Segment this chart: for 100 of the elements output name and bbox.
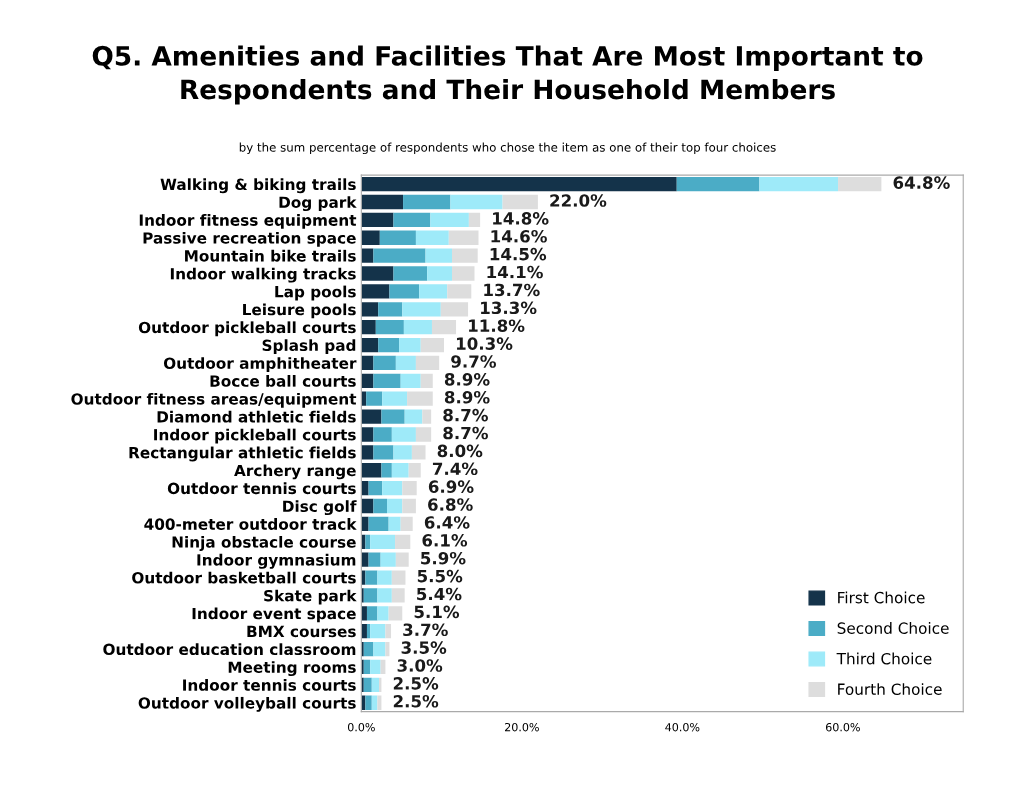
bar: [393, 266, 428, 281]
bar: [415, 427, 432, 442]
bar: [368, 516, 389, 532]
bar: [361, 176, 677, 192]
y-tick-label: Ninja obstacle course: [172, 535, 356, 551]
bar: [402, 302, 441, 317]
bar: [365, 570, 378, 585]
bar: [361, 463, 382, 478]
total-label: 13.3%: [481, 301, 537, 315]
bar: [381, 463, 392, 478]
bar: [361, 337, 379, 353]
total-label: 8.0%: [437, 444, 483, 458]
bar: [387, 498, 403, 514]
total-label: 22.0%: [550, 194, 607, 207]
y-tick-label: Outdoor education classroom: [103, 643, 356, 656]
x-tick-label: 20.0%: [505, 722, 539, 732]
bar: [391, 570, 406, 585]
total-label: 14.5%: [490, 247, 547, 261]
total-label: 5.5%: [417, 569, 463, 583]
bar: [408, 463, 421, 478]
y-tick-label: Outdoor basketball courts: [132, 571, 356, 584]
bar: [366, 391, 383, 406]
bar: [400, 516, 413, 532]
bar: [403, 194, 451, 210]
bar: [430, 212, 469, 228]
legend-label: Fourth Choice: [838, 683, 942, 695]
y-tick-label: Splash pad: [262, 339, 356, 355]
total-label: 3.5%: [401, 641, 447, 654]
y-tick-label: Meeting rooms: [228, 661, 356, 677]
total-label: 64.8%: [893, 176, 950, 189]
total-label: 6.1%: [422, 534, 468, 547]
bar: [361, 373, 374, 388]
chart-subtitle: by the sum percentage of respondents who chose the item as one of their top four choices: [239, 142, 776, 155]
bar: [382, 391, 408, 406]
bar: [838, 176, 882, 192]
total-label: 7.4%: [432, 462, 478, 476]
y-tick-label: Outdoor pickleball courts: [138, 321, 356, 337]
y-tick-label: Indoor fitness equipment: [139, 214, 357, 229]
total-label: 10.3%: [456, 337, 513, 350]
bar: [427, 266, 453, 281]
bar: [370, 624, 386, 639]
total-label: 2.5%: [393, 677, 439, 690]
bar: [363, 588, 378, 603]
bar: [373, 248, 426, 263]
total-label: 14.1%: [487, 265, 543, 279]
y-tick-label: Passive recreation space: [143, 231, 356, 247]
bar: [450, 194, 503, 210]
y-tick-label: Bocce ball courts: [210, 375, 356, 387]
bar: [385, 641, 390, 657]
y-tick-label: Indoor pickleball courts: [154, 428, 356, 444]
bar: [370, 534, 396, 549]
total-label: 6.4%: [424, 516, 470, 529]
y-tick-label: Disc golf: [283, 500, 357, 516]
total-label: 13.7%: [484, 283, 540, 297]
bar: [388, 516, 401, 532]
bar: [373, 498, 388, 514]
bar: [363, 677, 372, 693]
y-tick-label: Walking & biking trails: [160, 178, 356, 194]
bar: [377, 570, 392, 585]
total-label: 14.6%: [491, 229, 547, 243]
bar: [377, 588, 392, 603]
bar: [402, 498, 416, 514]
bar: [420, 373, 433, 388]
bar: [361, 284, 390, 299]
legend-label: Third Choice: [836, 652, 932, 665]
total-label: 5.1%: [414, 605, 460, 619]
bar: [447, 284, 472, 299]
y-tick-label: Lap pools: [275, 285, 356, 301]
y-tick-label: Mountain bike trails: [185, 249, 356, 262]
bar: [368, 552, 381, 567]
bar: [452, 266, 475, 281]
y-tick-label: Indoor event space: [192, 607, 356, 623]
y-tick-label: Indoor tennis courts: [183, 679, 356, 691]
bar: [373, 355, 396, 371]
bar: [361, 194, 404, 210]
bar: [361, 498, 374, 514]
bar: [422, 409, 432, 424]
x-tick-label: 0.0%: [347, 722, 375, 732]
bar: [380, 552, 396, 567]
bar: [391, 463, 409, 478]
bar: [373, 427, 392, 442]
bar: [393, 212, 431, 228]
bar: [440, 302, 469, 317]
bar: [361, 516, 369, 532]
bar: [403, 320, 432, 335]
bar: [382, 480, 403, 496]
bar: [361, 355, 374, 371]
y-tick-label: Diamond athletic fields: [157, 410, 356, 423]
bar: [415, 355, 440, 371]
bar: [385, 624, 392, 639]
bar: [393, 445, 412, 460]
bar: [415, 230, 449, 245]
bar: [361, 266, 394, 281]
total-label: 5.4%: [417, 587, 462, 601]
bar: [368, 480, 383, 496]
bar: [379, 230, 416, 245]
bar: [759, 176, 839, 192]
total-label: 8.9%: [444, 390, 490, 404]
x-tick-label: 40.0%: [665, 722, 700, 732]
bar: [361, 445, 374, 460]
